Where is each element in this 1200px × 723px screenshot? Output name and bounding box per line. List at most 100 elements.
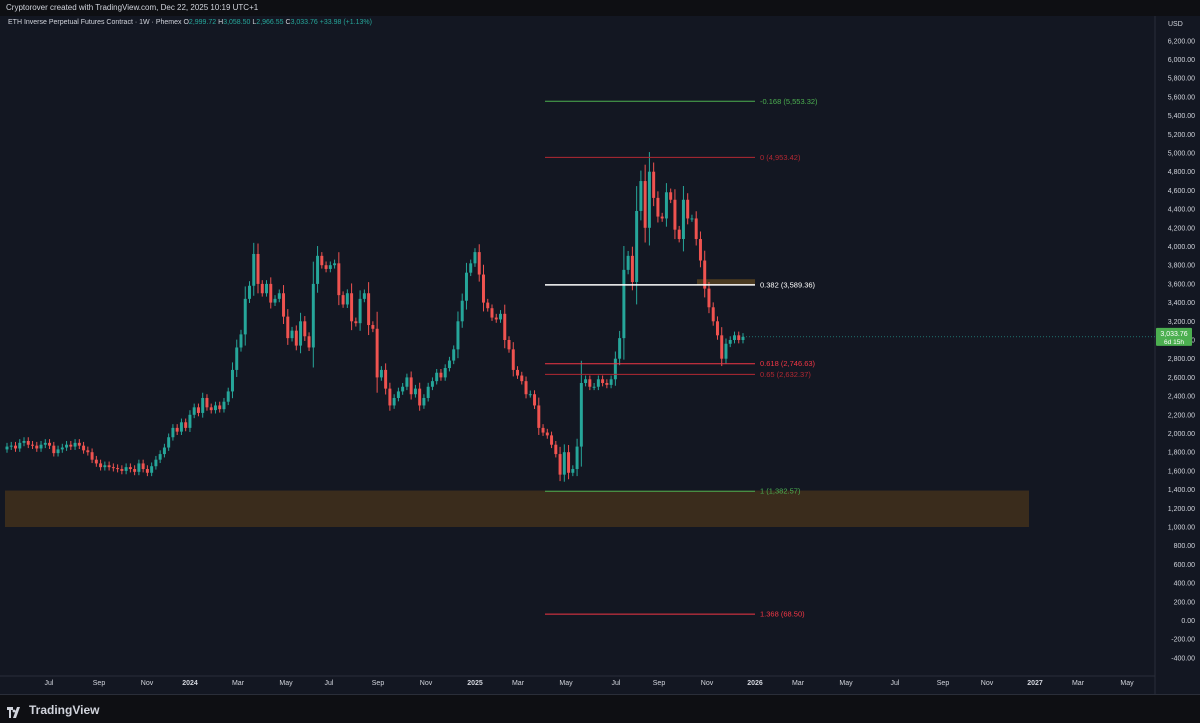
candle-body	[60, 447, 64, 450]
y-tick-label: 600.00	[1174, 562, 1196, 569]
candle-body	[694, 218, 698, 240]
candle-body	[226, 391, 230, 402]
candle-body	[375, 328, 379, 378]
candle-body	[286, 316, 290, 339]
candle-body	[388, 388, 392, 406]
price-axis[interactable]	[1155, 16, 1200, 694]
candle-body	[516, 369, 520, 376]
support-zone[interactable]	[5, 490, 1029, 527]
candle-body	[18, 442, 22, 449]
countdown-value: 6d 15h	[1164, 339, 1184, 346]
candle-body	[299, 321, 303, 346]
candle-body	[341, 295, 345, 305]
fib-level-label: 0.65 (2,632.37)	[760, 370, 811, 379]
candle-body	[541, 427, 545, 433]
candle-body	[333, 263, 337, 266]
candle-body	[107, 465, 111, 468]
fib-level-label: 1.368 (68.50)	[760, 610, 805, 619]
x-tick-label: May	[839, 680, 853, 687]
y-tick-label: 1,000.00	[1168, 525, 1195, 532]
candle-body	[239, 334, 243, 348]
x-tick-label: Jul	[612, 680, 621, 687]
candle-body	[384, 369, 388, 389]
candle-body	[48, 442, 52, 446]
candle-body	[222, 401, 226, 410]
candle-body	[150, 466, 154, 473]
candle-body	[175, 427, 179, 432]
candle-body	[643, 181, 647, 228]
x-tick-label: May	[1120, 680, 1134, 687]
candle-body	[469, 263, 473, 273]
candle-body	[503, 313, 507, 340]
candle-body	[724, 343, 728, 359]
candle-body	[282, 293, 286, 317]
credit-text: Cryptorover created with TradingView.com…	[6, 3, 259, 12]
y-tick-label: 5,000.00	[1168, 151, 1195, 158]
candle-body	[43, 442, 47, 445]
tradingview-logo[interactable]: TradingView	[7, 702, 99, 718]
candle-body	[609, 379, 613, 385]
candle-body	[405, 377, 409, 387]
candle-body	[681, 199, 685, 240]
x-tick-label: May	[559, 680, 573, 687]
candle-body	[652, 171, 656, 198]
candle-body	[77, 442, 81, 446]
candle-body	[256, 253, 260, 284]
symbol-legend[interactable]: ETH Inverse Perpetual Futures Contract ·…	[8, 19, 372, 26]
candle-body	[584, 379, 588, 384]
x-tick-label: Mar	[512, 680, 525, 687]
y-tick-label: 4,800.00	[1168, 169, 1195, 176]
candle-body	[418, 388, 422, 406]
price-chart[interactable]: -0.168 (5,553.32) 0 (4,953.42) 0.382 (3,58…	[0, 16, 1200, 694]
candle-body	[90, 452, 94, 460]
candle-body	[22, 440, 26, 443]
candle-body	[273, 298, 277, 303]
y-tick-label: 5,800.00	[1168, 76, 1195, 83]
x-tick-label: Sep	[937, 680, 950, 687]
candle-body	[481, 274, 485, 303]
candle-body	[209, 407, 213, 411]
candle-body	[511, 349, 515, 370]
candle-body	[350, 293, 354, 322]
candle-body	[154, 459, 158, 467]
x-tick-label: 2027	[1027, 680, 1043, 687]
candle-body	[111, 467, 115, 469]
candle-body	[660, 216, 664, 219]
candle-body	[120, 469, 124, 471]
candle-body	[324, 265, 328, 269]
candle-body	[167, 437, 171, 448]
candle-body	[677, 229, 681, 240]
y-tick-label: 800.00	[1174, 543, 1196, 550]
candle-body	[345, 293, 349, 305]
y-tick-label: 2,200.00	[1168, 412, 1195, 419]
candle-body	[698, 239, 702, 261]
x-tick-label: Nov	[981, 680, 994, 687]
y-tick-label: 1,200.00	[1168, 506, 1195, 513]
candle-body	[550, 435, 554, 445]
open-value: 2,999.72	[188, 19, 217, 26]
candle-body	[533, 394, 537, 406]
candle-body	[128, 467, 132, 470]
candle-body	[73, 442, 77, 447]
candle-body	[367, 293, 371, 326]
candle-body	[184, 422, 188, 428]
symbol-name[interactable]: ETH Inverse Perpetual Futures Contract ·…	[8, 19, 182, 26]
x-tick-label: Nov	[141, 680, 154, 687]
resistance-zone[interactable]	[697, 279, 755, 285]
candle-body	[494, 317, 498, 320]
candle-body	[94, 459, 98, 464]
x-tick-label: May	[279, 680, 293, 687]
candle-body	[162, 447, 166, 455]
candle-body	[711, 307, 715, 322]
fib-level-label: 0.382 (3,589.36)	[760, 280, 816, 289]
candle-body	[426, 386, 430, 398]
candle-body	[490, 308, 494, 318]
x-tick-label: Jul	[891, 680, 900, 687]
candle-body	[396, 391, 400, 398]
candle-body	[579, 383, 583, 447]
candle-body	[618, 338, 622, 359]
candle-body	[124, 467, 128, 471]
candle-body	[499, 313, 502, 320]
candle-body	[558, 454, 562, 475]
bottom-bar: TradingView	[0, 694, 1200, 723]
